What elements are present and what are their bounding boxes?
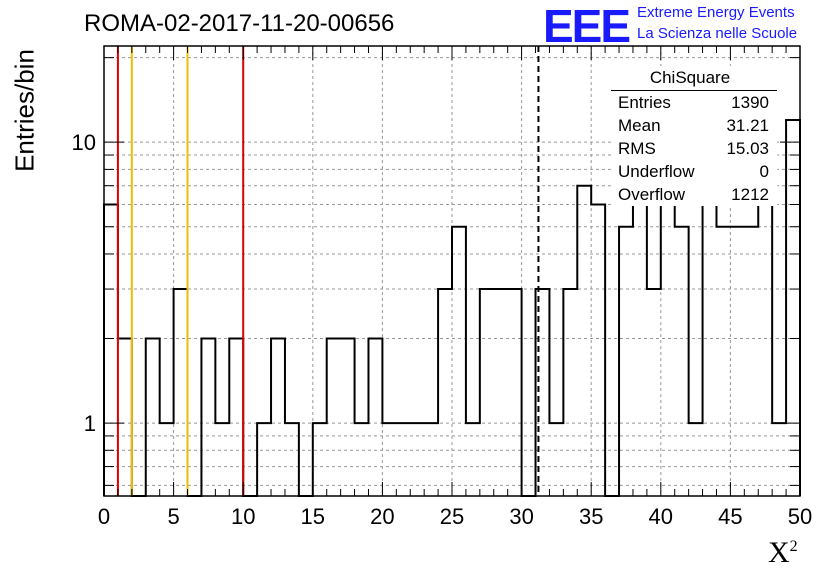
histogram-bin — [327, 339, 341, 496]
histogram-bin — [786, 120, 800, 496]
y-axis-label: Entries/bin — [9, 49, 40, 172]
histogram-bin — [772, 423, 786, 496]
x-tick-label: 15 — [301, 504, 325, 529]
chart-title: ROMA-02-2017-11-20-00656 — [84, 10, 395, 37]
x-axis-label: X2 — [768, 536, 798, 569]
stats-box: ChiSquare Entries 1390 Mean 31.21 RMS 15.03… — [611, 66, 777, 206]
x-tick-label: 50 — [788, 504, 812, 529]
histogram-bin — [466, 423, 480, 496]
histogram-bin — [229, 339, 243, 496]
x-tick-label: 45 — [718, 504, 742, 529]
histogram-bin — [563, 289, 577, 496]
stats-row-rms: RMS 15.03 — [618, 139, 769, 158]
y-tick-label: 1 — [84, 411, 96, 436]
histogram-bin — [591, 204, 605, 496]
histogram-bin — [758, 204, 772, 496]
histogram-bin — [716, 227, 730, 496]
logo-line-1: Extreme Energy Events — [637, 4, 795, 21]
stats-row-entries: Entries 1390 — [618, 93, 769, 112]
histogram-bin — [424, 423, 438, 496]
histogram-bin — [174, 289, 188, 496]
histogram-bin — [257, 423, 271, 496]
stats-row-overflow: Overflow 1212 — [618, 185, 769, 204]
histogram-bin — [508, 289, 522, 496]
x-tick-label: 25 — [440, 504, 464, 529]
histogram-bin — [104, 204, 118, 496]
histogram-bin — [355, 423, 369, 496]
histogram-bin — [480, 289, 494, 496]
histogram-bin — [452, 227, 466, 496]
x-tick-label: 40 — [649, 504, 673, 529]
histogram-bin — [118, 339, 132, 496]
histogram-outline — [103, 118, 801, 497]
x-tick-label: 30 — [509, 504, 533, 529]
x-tick-label: 35 — [579, 504, 603, 529]
histogram-bin — [647, 289, 661, 496]
histogram-bin — [410, 423, 424, 496]
stats-row-mean: Mean 31.21 — [618, 116, 769, 135]
histogram-bin — [744, 227, 758, 496]
histogram-bin — [215, 423, 229, 496]
histogram-bin — [689, 423, 703, 496]
histogram-bin — [313, 423, 327, 496]
stats-title: ChiSquare — [611, 66, 777, 91]
histogram-bin — [577, 186, 591, 496]
histogram-bin — [201, 339, 215, 496]
histogram-bin — [619, 227, 633, 496]
histogram-bin — [146, 339, 160, 496]
histogram-bin — [633, 204, 647, 496]
histogram-bin — [160, 423, 174, 496]
x-tick-label: 10 — [231, 504, 255, 529]
x-tick-label: 5 — [167, 504, 179, 529]
histogram-bin — [675, 227, 689, 496]
histogram-bin — [494, 289, 508, 496]
histogram-bin — [438, 289, 452, 496]
y-tick-label: 10 — [72, 130, 96, 155]
histogram-bin — [549, 423, 563, 496]
histogram-bin — [396, 423, 410, 496]
histogram-bin — [341, 339, 355, 496]
histogram-bin — [703, 204, 717, 496]
histogram-bin — [271, 339, 285, 496]
histogram-bin — [368, 339, 382, 496]
histogram-bin — [661, 186, 675, 496]
logo-line-2: La Scienza nelle Scuole — [637, 25, 798, 42]
x-tick-label: 20 — [370, 504, 394, 529]
x-tick-label: 0 — [98, 504, 110, 529]
histogram-bin — [285, 423, 299, 496]
histogram-bin — [382, 423, 396, 496]
histogram-bin — [730, 227, 744, 496]
stats-row-underflow: Underflow 0 — [618, 162, 769, 181]
eee-logo: EEE — [543, 0, 631, 52]
